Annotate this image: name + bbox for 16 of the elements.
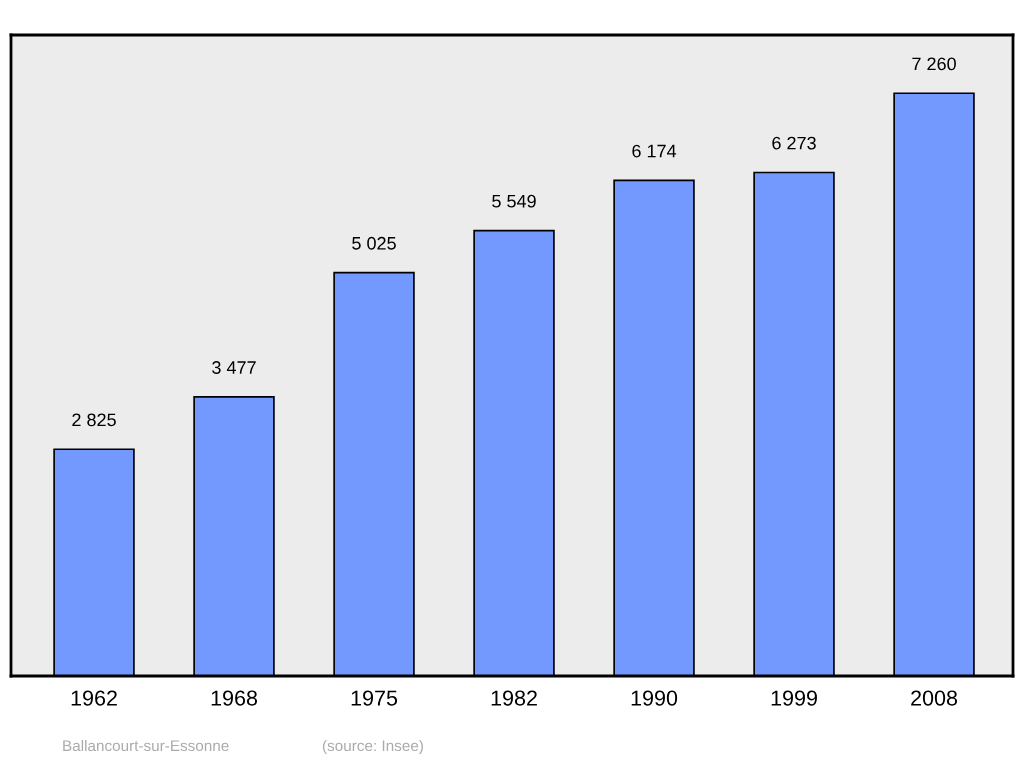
data-label: 6 273: [772, 136, 816, 150]
data-label: 6 174: [632, 144, 677, 158]
x-tick-label: 1999: [771, 690, 817, 706]
text: Ballancourt-sur-Essonne: [63, 739, 229, 752]
x-tick-label: 1968: [211, 690, 258, 706]
x-tick-label: 2008: [911, 690, 958, 706]
data-label: 3 477: [212, 361, 256, 374]
data-label: 5 549: [492, 194, 536, 208]
data-label: 5 025: [352, 236, 396, 250]
x-tick-label: 1982: [491, 690, 537, 706]
x-tick-label: 1962: [71, 690, 117, 706]
x-tick-label: 1975: [351, 690, 398, 706]
x-tick-label: 1990: [631, 690, 678, 706]
data-label: 7 260: [912, 57, 956, 71]
data-label: 2 825: [72, 413, 116, 427]
text: (source: Insee): [322, 739, 423, 755]
